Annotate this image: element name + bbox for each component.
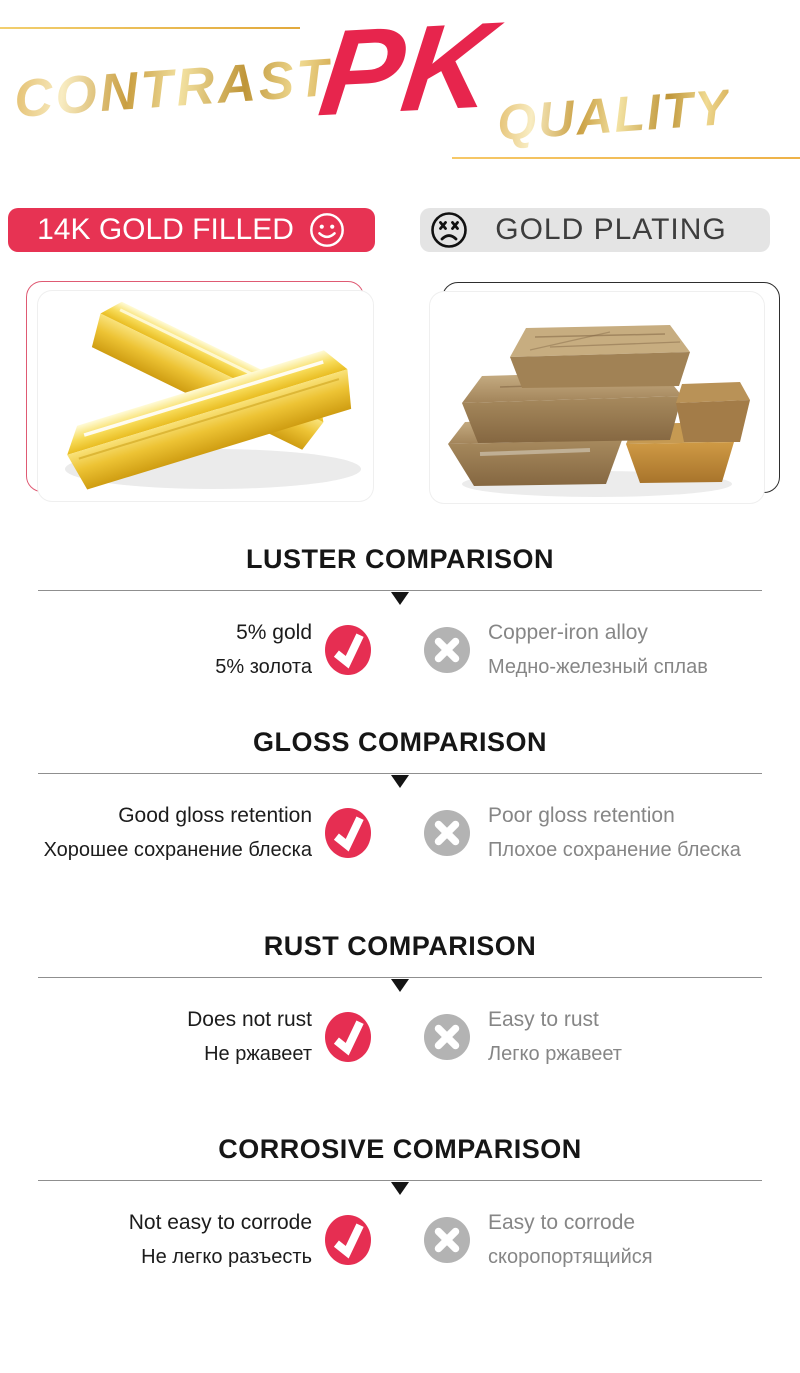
right-feature-en: Copper-iron alloy (488, 621, 648, 644)
section-rust: RUST COMPARISON Does not rust Не ржавеет (0, 930, 800, 1072)
right-feature-ru: скоропортящийся (488, 1246, 653, 1268)
comparison-row: Good gloss retention Хорошее сохранение … (0, 798, 800, 868)
down-triangle-icon (391, 979, 409, 992)
gold-bars-photo (38, 291, 373, 501)
check-circle-icon (324, 807, 372, 859)
down-triangle-icon (391, 1182, 409, 1195)
left-feature-en: Not easy to corrode (128, 1211, 312, 1234)
right-feature: Poor gloss retention Плохое сохранение б… (470, 798, 800, 868)
cross-circle-icon (424, 1014, 470, 1060)
contrast-text: CONTRAST (12, 47, 335, 130)
left-feature: Does not rust Не ржавеет (0, 1002, 324, 1072)
right-feature-ru: Легко ржавеет (488, 1043, 622, 1065)
down-triangle-icon (391, 592, 409, 605)
section-corrosive: CORROSIVE COMPARISON Not easy to corrode… (0, 1133, 800, 1275)
right-feature-en: Easy to rust (488, 1008, 599, 1031)
check-circle-icon (324, 1011, 372, 1063)
right-feature: Copper-iron alloy Медно-железный сплав (470, 615, 800, 685)
down-triangle-icon (391, 775, 409, 788)
bronze-ingots-photo (430, 292, 764, 503)
section-divider (38, 1180, 762, 1195)
right-feature-en: Easy to corrode (488, 1211, 636, 1234)
cross-circle-icon (424, 1217, 470, 1263)
sad-face-icon (429, 210, 469, 250)
section-title: GLOSS COMPARISON (252, 727, 548, 757)
left-feature: 5% gold 5% золота (0, 615, 324, 685)
section-title: CORROSIVE COMPARISON (218, 1134, 582, 1164)
section-gloss: GLOSS COMPARISON Good gloss retention Хо… (0, 726, 800, 868)
cross-circle-icon (424, 810, 470, 856)
check-circle-icon (324, 624, 372, 676)
left-feature-ru: Хорошее сохранение блеска (43, 839, 312, 861)
comparison-row: 5% gold 5% золота Copper-iron alloy Медн… (0, 615, 800, 685)
left-feature: Not easy to corrode Не легко разъесть (0, 1205, 324, 1275)
right-product-badge: GOLD PLATING (420, 208, 770, 252)
gold-line-bottom-right (452, 157, 800, 159)
section-title: RUST COMPARISON (263, 931, 537, 961)
quality-text: QUALITY (495, 78, 733, 152)
left-feature-en: 5% gold (236, 621, 312, 644)
right-feature-en: Poor gloss retention (488, 804, 675, 827)
check-circle-icon (324, 1214, 372, 1266)
right-badge-label: GOLD PLATING (495, 213, 727, 246)
section-title: LUSTER COMPARISON (245, 544, 554, 574)
comparison-row: Not easy to corrode Не легко разъесть Ea… (0, 1205, 800, 1275)
right-feature-ru: Плохое сохранение блеска (488, 839, 741, 861)
left-feature-en: Does not rust (187, 1008, 312, 1031)
section-luster: LUSTER COMPARISON 5% gold 5% золота (0, 543, 800, 685)
pk-text: PK (312, 0, 501, 142)
smiley-face-icon (308, 211, 346, 249)
right-feature-ru: Медно-железный сплав (488, 656, 708, 678)
left-badge-label: 14K GOLD FILLED (37, 213, 294, 246)
section-divider (38, 590, 762, 605)
left-feature-ru: 5% золота (215, 656, 312, 678)
left-feature-ru: Не ржавеет (204, 1043, 312, 1065)
left-feature: Good gloss retention Хорошее сохранение … (0, 798, 324, 868)
left-feature-ru: Не легко разъесть (141, 1246, 312, 1268)
cross-circle-icon (424, 627, 470, 673)
header-banner: CONTRAST PK QUALITY (0, 0, 800, 195)
section-divider (38, 977, 762, 992)
right-feature: Easy to corrode скоропортящийся (470, 1205, 800, 1275)
left-product-badge: 14K GOLD FILLED (8, 208, 375, 252)
section-divider (38, 773, 762, 788)
left-feature-en: Good gloss retention (118, 804, 312, 827)
comparison-row: Does not rust Не ржавеет Easy to rust Ле… (0, 1002, 800, 1072)
gold-line-top-left (0, 27, 300, 29)
right-feature: Easy to rust Легко ржавеет (470, 1002, 800, 1072)
